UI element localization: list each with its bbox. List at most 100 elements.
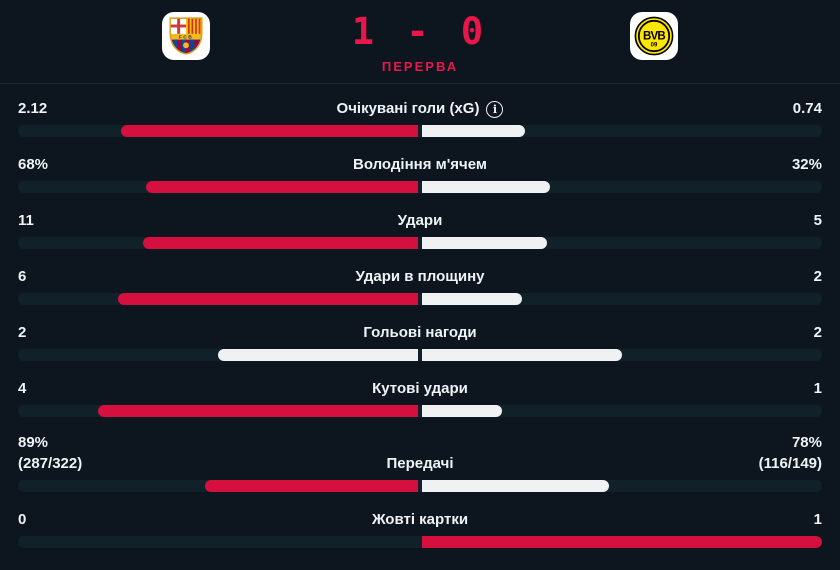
home-value: 11	[18, 212, 34, 229]
away-value: 1	[813, 380, 822, 397]
svg-text:BVB: BVB	[643, 30, 665, 42]
stat-labels: 6 Удари в площину 2	[18, 266, 822, 286]
home-value: 68%	[18, 156, 49, 173]
info-icon[interactable]: i	[486, 100, 504, 118]
home-bar	[143, 237, 418, 249]
stat-label: Удари в площину	[355, 268, 485, 285]
stat-label: Володіння м'ячем	[352, 156, 487, 173]
home-values: 2.12	[18, 100, 88, 118]
stat-bar	[18, 237, 822, 249]
away-value: 32%	[791, 156, 822, 173]
away-value: 2	[813, 268, 822, 285]
match-header: FCB 1 - 0 ПЕРЕРВА BVB 09	[0, 0, 840, 84]
home-values: 4	[18, 380, 88, 398]
home-bar	[98, 405, 418, 417]
stat-labels: 0 Жовті картки 1	[18, 509, 822, 529]
home-value: 2	[18, 324, 27, 341]
stat-row: 6 Удари в площину 2	[18, 266, 822, 305]
stat-labels: 2 Гольові нагоди 2	[18, 322, 822, 342]
stat-label: Жовті картки	[371, 511, 469, 528]
stat-bar	[18, 181, 822, 193]
home-values: 11	[18, 212, 88, 230]
stats-list: 2.12 Очікувані голи (xG) i 0.74 68%	[0, 84, 840, 548]
stat-bar	[18, 293, 822, 305]
stat-labels: 68% Володіння м'ячем 32%	[18, 154, 822, 174]
stat-row: 2 Гольові нагоди 2	[18, 322, 822, 361]
stat-labels: 4 Кутові удари 1	[18, 378, 822, 398]
away-bar	[422, 480, 609, 492]
away-values: 2	[752, 268, 822, 286]
stat-center: Очікувані голи (xG) i	[337, 100, 504, 118]
stat-labels: 89% (287/322) Передачі 78% (116/149)	[18, 434, 822, 473]
stat-center: Передачі	[387, 455, 454, 473]
stat-row: 0 Жовті картки 1	[18, 509, 822, 548]
away-bar	[422, 125, 526, 137]
stat-center: Жовті картки	[372, 511, 468, 529]
away-value: 2	[813, 324, 822, 341]
stat-row: 4 Кутові удари 1	[18, 378, 822, 417]
stat-labels: 11 Удари 5	[18, 210, 822, 230]
stat-center: Удари в площину	[355, 268, 484, 286]
stat-bar	[18, 536, 822, 548]
stat-bar	[18, 480, 822, 492]
home-bar	[121, 125, 418, 137]
away-bar	[422, 536, 822, 548]
home-values: 68%	[18, 156, 88, 174]
home-bar	[204, 480, 418, 492]
away-bar	[422, 181, 550, 193]
home-value: 89%	[18, 434, 49, 451]
away-values: 5	[752, 212, 822, 230]
stat-row: 11 Удари 5	[18, 210, 822, 249]
home-value: 6	[18, 268, 27, 285]
stat-label: Кутові удари	[372, 380, 468, 397]
svg-text:FCB: FCB	[179, 34, 193, 40]
home-value: 4	[18, 380, 27, 397]
away-bar	[422, 405, 502, 417]
fcb-crest-icon: FCB	[169, 17, 203, 55]
stat-bar	[18, 349, 822, 361]
home-values: 89% (287/322)	[18, 434, 88, 473]
stat-label: Передачі	[386, 455, 454, 472]
away-value: 0.74	[792, 100, 822, 117]
away-values: 32%	[752, 156, 822, 174]
home-values: 0	[18, 511, 88, 529]
bvb-crest-icon: BVB 09	[634, 16, 674, 56]
stat-label: Гольові нагоди	[363, 324, 477, 341]
stat-label: Удари	[397, 212, 443, 229]
stat-center: Кутові удари	[372, 380, 468, 398]
svg-text:09: 09	[651, 43, 658, 49]
away-bar	[422, 293, 522, 305]
away-bar	[422, 237, 547, 249]
stat-row: 2.12 Очікувані голи (xG) i 0.74	[18, 98, 822, 137]
home-sub-value: (287/322)	[18, 455, 83, 472]
home-bar	[146, 181, 418, 193]
away-team-badge: BVB 09	[630, 12, 678, 60]
home-values: 2	[18, 324, 88, 342]
stat-label: Очікувані голи (xG)	[336, 100, 480, 117]
stat-labels: 2.12 Очікувані голи (xG) i 0.74	[18, 98, 822, 118]
score-block: 1 - 0 ПЕРЕРВА	[210, 12, 630, 74]
home-values: 6	[18, 268, 88, 286]
stat-center: Гольові нагоди	[363, 324, 476, 342]
stat-center: Володіння м'ячем	[353, 156, 487, 174]
away-bar	[422, 349, 622, 361]
score: 1 - 0	[351, 10, 489, 53]
home-bar	[218, 349, 418, 361]
stat-bar	[18, 125, 822, 137]
stat-row: 68% Володіння м'ячем 32%	[18, 154, 822, 193]
away-value: 78%	[791, 434, 822, 451]
match-status: ПЕРЕРВА	[381, 59, 459, 74]
away-value: 5	[813, 212, 822, 229]
home-value: 2.12	[18, 100, 48, 117]
stat-row: 89% (287/322) Передачі 78% (116/149)	[18, 434, 822, 492]
stat-bar	[18, 405, 822, 417]
away-values: 2	[752, 324, 822, 342]
home-value: 0	[18, 511, 27, 528]
away-value: 1	[813, 511, 822, 528]
away-sub-value: (116/149)	[758, 455, 822, 472]
home-team-badge: FCB	[162, 12, 210, 60]
home-bar	[118, 293, 418, 305]
away-values: 1	[752, 380, 822, 398]
away-values: 78% (116/149)	[752, 434, 822, 473]
stat-center: Удари	[398, 212, 443, 230]
